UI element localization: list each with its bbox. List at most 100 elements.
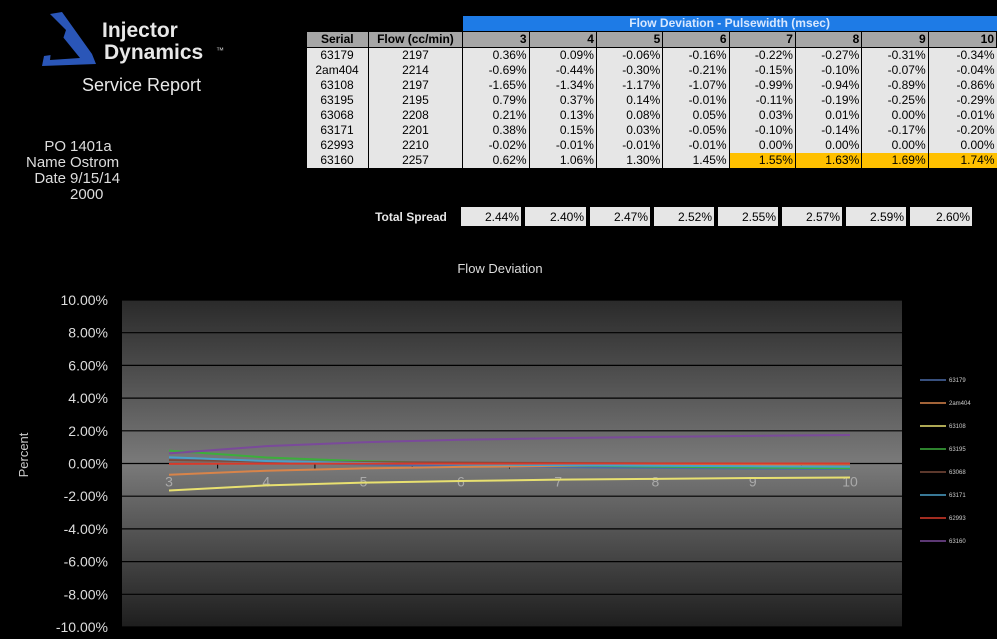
deviation-cell: 1.30% — [595, 153, 663, 168]
x-tick-label: 8 — [652, 474, 660, 490]
total-spread-value: 2.55% — [714, 207, 780, 226]
deviation-cell: 0.36% — [462, 47, 530, 63]
flow-cell: 2257 — [367, 153, 463, 168]
x-tick-label: 3 — [165, 474, 173, 490]
deviation-cell: 0.09% — [528, 47, 597, 63]
deviation-cell: 0.08% — [595, 108, 663, 123]
serial-cell: 63068 — [306, 108, 369, 123]
deviation-cell: -0.99% — [728, 78, 796, 93]
col-serial: Serial — [306, 31, 369, 48]
deviation-cell: 1.74% — [927, 153, 997, 168]
flow-cell: 2208 — [367, 108, 463, 123]
col-pw-3: 3 — [462, 31, 530, 48]
legend-label: 63195 — [949, 447, 966, 453]
deviation-cell: -0.15% — [728, 63, 796, 78]
table-banner: Flow Deviation - Pulsewidth (msec) — [462, 16, 997, 32]
report-subtitle: Service Report — [82, 75, 202, 95]
deviation-cell: -0.10% — [728, 123, 796, 138]
deviation-cell: -0.44% — [528, 63, 597, 78]
total-spread-label: Total Spread — [375, 209, 447, 224]
serial-cell: 63160 — [306, 153, 369, 168]
x-tick-label: 10 — [842, 474, 858, 490]
serial-cell: 63195 — [306, 93, 369, 108]
y-tick-label: -2.00% — [64, 488, 108, 504]
x-tick-label: 7 — [554, 474, 562, 490]
deviation-cell: -0.69% — [462, 63, 530, 78]
table-row: 63160 2257 0.62% 1.06% 1.30% 1.45% 1.55% 1.63% 1… — [306, 153, 997, 168]
deviation-cell: 0.13% — [528, 108, 597, 123]
flow-cell: 2201 — [367, 123, 463, 138]
deviation-cell: -0.31% — [861, 47, 929, 63]
total-spread-value: 2.60% — [906, 207, 972, 226]
legend-label: 2am404 — [949, 401, 971, 407]
total-spread-value: 2.57% — [778, 207, 844, 226]
deviation-cell: -0.25% — [861, 93, 929, 108]
deviation-cell: 0.14% — [595, 93, 663, 108]
deviation-cell: -0.27% — [794, 47, 862, 63]
flow-cell: 2195 — [367, 93, 463, 108]
deviation-cell: -0.14% — [794, 123, 862, 138]
brand-line2: Dynamics — [104, 41, 204, 64]
trademark: ™ — [216, 46, 224, 55]
deviation-cell: -0.19% — [794, 93, 862, 108]
deviation-cell: -1.34% — [528, 78, 597, 93]
legend-label: 63068 — [949, 470, 966, 476]
col-pw-8: 8 — [794, 31, 863, 48]
chart-title: Flow Deviation — [457, 261, 543, 276]
x-tick-label: 9 — [749, 474, 757, 490]
y-tick-label: 8.00% — [68, 325, 108, 341]
deviation-cell: 0.38% — [462, 123, 530, 138]
x-tick-label: 5 — [360, 474, 368, 490]
name-label: Name — [25, 154, 66, 171]
table-header: Serial Flow (cc/min) 3 4 5 6 7 8 9 10 — [306, 31, 997, 48]
logo: Injector Dynamics ™ — [36, 10, 236, 70]
col-pw-5: 5 — [595, 31, 664, 48]
deviation-cell: -0.02% — [462, 138, 530, 153]
deviation-cell: -0.04% — [927, 63, 997, 78]
y-tick-label: 0.00% — [68, 456, 108, 472]
flow-cell: 2197 — [367, 78, 463, 93]
deviation-cell: -0.29% — [927, 93, 997, 108]
deviation-cell: -0.07% — [861, 63, 929, 78]
deviation-cell: 0.05% — [662, 108, 730, 123]
table-row: 63179 2197 0.36% 0.09% -0.06% -0.16% -0.22% -0.… — [306, 47, 997, 63]
deviation-cell: 0.00% — [794, 138, 862, 153]
table-row: 63068 2208 0.21% 0.13% 0.08% 0.05% 0.03% 0.01% 0… — [306, 108, 997, 123]
deviation-cell: -0.30% — [595, 63, 663, 78]
deviation-cell: 0.03% — [595, 123, 663, 138]
total-spread-row: Total Spread 2.44% 2.40% 2.47% 2.52% 2.55% 2.… — [306, 207, 972, 226]
total-spread-value: 2.40% — [521, 207, 588, 226]
legend-label: 63108 — [949, 424, 966, 430]
table-row: 63108 2197 -1.65% -1.34% -1.17% -1.07% -0.99% -… — [306, 78, 997, 93]
logo-icon — [42, 12, 96, 66]
deviation-cell: -0.01% — [528, 138, 597, 153]
serial-cell: 2am404 — [306, 63, 369, 78]
col-pw-9: 9 — [861, 31, 929, 48]
y-tick-label: -8.00% — [64, 586, 108, 602]
deviation-cell: 0.01% — [794, 108, 862, 123]
y-tick-label: -6.00% — [64, 554, 108, 570]
deviation-cell: -0.10% — [794, 63, 862, 78]
deviation-cell: -0.94% — [794, 78, 862, 93]
y-tick-label: -4.00% — [64, 521, 108, 537]
deviation-cell: -0.20% — [927, 123, 997, 138]
col-pw-4: 4 — [528, 31, 597, 48]
date-value: 9/15/14 — [70, 170, 121, 187]
table-row: 63195 2195 0.79% 0.37% 0.14% -0.01% -0.11% -0.1… — [306, 93, 997, 108]
deviation-cell: 0.21% — [462, 108, 530, 123]
serial-cell: 63179 — [306, 47, 369, 63]
y-axis-label: Percent — [16, 432, 31, 477]
deviation-cell: -0.21% — [662, 63, 730, 78]
flow-cell: 2210 — [367, 138, 463, 153]
deviation-cell: -0.16% — [662, 47, 730, 63]
deviation-cell: -0.34% — [927, 47, 997, 63]
deviation-cell: 0.03% — [728, 108, 796, 123]
deviation-cell: -0.01% — [595, 138, 663, 153]
deviation-cell: 0.37% — [528, 93, 597, 108]
flow-cell: 2197 — [367, 47, 463, 63]
series-line-63171 — [168, 456, 851, 468]
deviation-cell: -0.01% — [662, 138, 730, 153]
x-tick-label: 4 — [262, 474, 270, 490]
deviation-cell: -1.65% — [462, 78, 530, 93]
series-line-63108 — [168, 476, 851, 492]
